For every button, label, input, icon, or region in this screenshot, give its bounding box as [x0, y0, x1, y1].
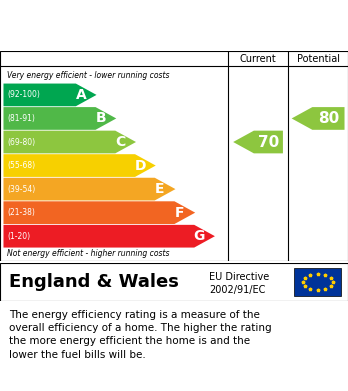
- Polygon shape: [3, 107, 116, 130]
- Text: (69-80): (69-80): [8, 138, 36, 147]
- Text: Current: Current: [240, 54, 276, 64]
- Polygon shape: [3, 178, 175, 201]
- Text: 2002/91/EC: 2002/91/EC: [209, 285, 265, 295]
- Polygon shape: [3, 84, 96, 106]
- Text: E: E: [155, 182, 165, 196]
- Text: Very energy efficient - lower running costs: Very energy efficient - lower running co…: [7, 71, 169, 80]
- Text: A: A: [76, 88, 86, 102]
- Text: Energy Efficiency Rating: Energy Efficiency Rating: [64, 27, 284, 41]
- Text: England & Wales: England & Wales: [9, 273, 179, 291]
- Text: Not energy efficient - higher running costs: Not energy efficient - higher running co…: [7, 249, 169, 258]
- Text: (92-100): (92-100): [8, 90, 40, 99]
- Bar: [294, 268, 341, 296]
- Text: (81-91): (81-91): [8, 114, 35, 123]
- Text: D: D: [134, 159, 146, 172]
- Text: (1-20): (1-20): [8, 232, 31, 241]
- Text: 70: 70: [258, 135, 279, 149]
- Polygon shape: [3, 154, 156, 177]
- Text: The energy efficiency rating is a measure of the
overall efficiency of a home. T: The energy efficiency rating is a measur…: [9, 310, 271, 360]
- Text: EU Directive: EU Directive: [209, 273, 269, 282]
- Polygon shape: [3, 225, 215, 248]
- Polygon shape: [292, 107, 345, 130]
- Text: F: F: [175, 206, 184, 220]
- Text: (55-68): (55-68): [8, 161, 36, 170]
- Text: B: B: [95, 111, 106, 126]
- Polygon shape: [3, 201, 195, 224]
- Text: Potential: Potential: [296, 54, 340, 64]
- Text: 80: 80: [318, 111, 339, 126]
- Text: (39-54): (39-54): [8, 185, 36, 194]
- Text: (21-38): (21-38): [8, 208, 35, 217]
- Text: G: G: [194, 229, 205, 243]
- Polygon shape: [3, 131, 136, 153]
- Text: C: C: [115, 135, 126, 149]
- Polygon shape: [233, 131, 283, 153]
